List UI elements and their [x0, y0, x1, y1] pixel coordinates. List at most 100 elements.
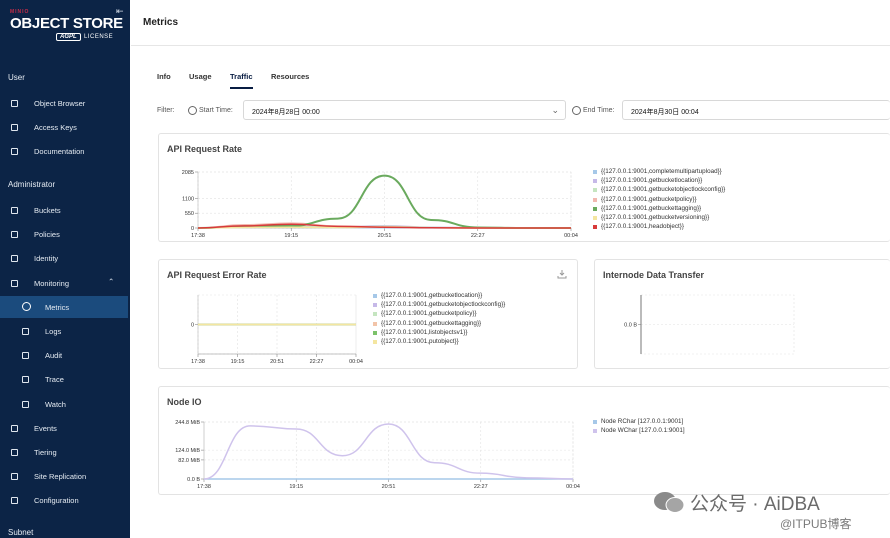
nav-icon	[11, 255, 18, 263]
x-tick-label: 00:04	[566, 484, 580, 490]
nav-label: Configuration	[34, 496, 79, 506]
nav-icon	[11, 473, 18, 481]
legend-item[interactable]: {{127.0.0.1:9001,completemultipartupload…	[593, 168, 725, 177]
nav-item[interactable]: Watch	[0, 393, 128, 415]
legend-label: {{127.0.0.1:9001,getbucketlocation}}	[381, 292, 483, 299]
nav-item[interactable]: Policies	[0, 223, 128, 245]
series-line	[203, 423, 574, 480]
end-value: 2024年8月30日 00:04	[631, 109, 699, 116]
logo-edition: AGPL	[56, 33, 81, 41]
y-tick-label: 0.0 B	[624, 323, 637, 329]
start-input[interactable]: 2024年8月28日 00:00 ⌄	[243, 100, 566, 120]
nav-item[interactable]: Events	[0, 417, 128, 439]
nav-item[interactable]: Site Replication	[0, 465, 128, 487]
nav-item[interactable]: Access Keys	[0, 116, 128, 138]
legend-label: {{127.0.0.1:9001,getbucketlocation}}	[601, 177, 703, 185]
filter-label: Filter:	[157, 107, 175, 114]
nav-icon	[11, 148, 18, 156]
clock-icon	[188, 106, 197, 115]
legend-label: {{127.0.0.1:9001,getbucketobjectlockconf…	[601, 186, 726, 194]
end-input[interactable]: 2024年8月30日 00:04	[622, 100, 890, 120]
nav-icon	[11, 424, 18, 432]
legend-item[interactable]: Node WChar [127.0.0.1:9001]	[593, 427, 685, 436]
x-tick-label: 17:38	[191, 359, 205, 365]
legend-swatch	[373, 312, 377, 317]
nav-label: Events	[34, 423, 57, 433]
nav-item[interactable]: Object Browser	[0, 92, 128, 114]
start-value: 2024年8月28日 00:00	[252, 109, 320, 116]
tab[interactable]: Resources	[271, 72, 310, 81]
legend-label: Node WChar [127.0.0.1:9001]	[601, 427, 685, 435]
nav-item[interactable]: Audit	[0, 344, 128, 366]
legend-item[interactable]: {{127.0.0.1:9001,getbucketobjectlockconf…	[593, 186, 725, 195]
x-tick-label: 22:27	[471, 233, 485, 239]
legend-swatch	[373, 321, 377, 326]
legend-label: {{127.0.0.1:9001,completemultipartupload…	[601, 168, 722, 175]
legend-item[interactable]: {{127.0.0.1:9001,getbucketpolicy}}	[373, 310, 505, 319]
legend-item[interactable]: {{127.0.0.1:9001,getbucketlocation}}	[593, 177, 725, 186]
nav-item[interactable]: Monitoring ⌃	[0, 272, 128, 294]
legend-item[interactable]: {{127.0.0.1:9001,getbuckettagging}}	[593, 205, 725, 214]
legend-item[interactable]: {{127.0.0.1:9001,getbucketlocation}}	[373, 292, 505, 301]
chart-title: API Request Error Rate	[167, 270, 267, 280]
nav-item[interactable]: Metrics	[0, 295, 128, 318]
x-tick-label: 22:27	[474, 484, 488, 490]
legend-item[interactable]: {{127.0.0.1:9001,putobject}}	[373, 338, 505, 347]
nav-icon	[22, 328, 29, 335]
nav-label: Tiering	[34, 448, 57, 457]
legend-swatch	[593, 170, 597, 174]
chart-title: API Request Rate	[167, 144, 243, 154]
chart: 0 550 1100 2085 17:38 19:15 20:51 22:27 00:04	[182, 170, 578, 239]
y-tick-label: 0.0 B	[187, 477, 200, 483]
legend-item[interactable]: {{127.0.0.1:9001,getbucketobjectlockconf…	[373, 301, 505, 310]
chart-panel: API Request Error Rate 0 17:38 19:15 20:51 22…	[158, 259, 578, 369]
legend-label: {{127.0.0.1:9001,getbuckettagging}}	[381, 319, 482, 327]
tab[interactable]: Usage	[189, 72, 212, 81]
x-tick-label: 20:51	[378, 233, 392, 239]
nav-label: Metrics	[45, 302, 70, 312]
nav-item[interactable]: Configuration	[0, 489, 128, 511]
section-title: Subnet	[8, 528, 34, 537]
watermark: @ITPUB博客	[780, 517, 852, 531]
chart: 0.0 B 82.0 MiB 124.0 MiB 244.8 MiB 17:38 19:1…	[175, 420, 580, 490]
nav-label: Buckets	[34, 206, 61, 215]
end-label: End Time:	[583, 107, 615, 114]
y-tick-label: 82.0 MiB	[178, 458, 200, 464]
legend-item[interactable]: {{127.0.0.1:9001,getbucketversioning}}	[593, 214, 725, 223]
legend-swatch	[373, 330, 377, 335]
legend-swatch	[593, 197, 597, 202]
nav-item[interactable]: Documentation	[0, 140, 128, 162]
legend-item[interactable]: Node RChar [127.0.0.1:9001]	[593, 418, 685, 427]
nav-item[interactable]: Tiering	[0, 441, 128, 463]
legend-item[interactable]: {{127.0.0.1:9001,getbucketpolicy}}	[593, 196, 725, 205]
nav-icon	[11, 449, 18, 456]
page-title: Metrics	[143, 17, 179, 28]
logo-product: OBJECT STORE	[10, 15, 123, 32]
legend-item[interactable]: {{127.0.0.1:9001,headobject}}	[593, 223, 725, 232]
legend-label: {{127.0.0.1:9001,listobjectsv1}}	[381, 328, 468, 336]
nav-item[interactable]: Identity	[0, 247, 128, 269]
tab[interactable]: Traffic	[230, 72, 253, 89]
legend-label: {{127.0.0.1:9001,getbucketobjectlockconf…	[381, 301, 506, 309]
nav-icon	[11, 279, 18, 287]
legend-swatch	[593, 188, 597, 193]
chart: 0 17:38 19:15 20:51 22:27 00:04	[191, 294, 363, 365]
legend-item[interactable]: {{127.0.0.1:9001,getbuckettagging}}	[373, 320, 505, 329]
nav-label: Policies	[34, 230, 60, 240]
wechat-icon	[654, 492, 685, 513]
tab[interactable]: Info	[157, 72, 171, 81]
collapse-button[interactable]: ⇤	[116, 6, 124, 16]
chart-title: Internode Data Transfer	[603, 270, 705, 280]
nav-item[interactable]: Logs	[0, 320, 128, 342]
chart-title: Node IO	[167, 397, 202, 407]
nav-item[interactable]: Buckets	[0, 199, 128, 221]
download-icon[interactable]	[557, 269, 567, 279]
nav-label: Trace	[45, 375, 64, 385]
legend-item[interactable]: {{127.0.0.1:9001,listobjectsv1}}	[373, 329, 505, 338]
chevron: ⌄	[551, 105, 559, 115]
nav-item[interactable]: Trace	[0, 368, 128, 390]
clock-icon	[572, 106, 581, 115]
legend-swatch	[593, 225, 597, 230]
section-title: User	[8, 73, 25, 82]
